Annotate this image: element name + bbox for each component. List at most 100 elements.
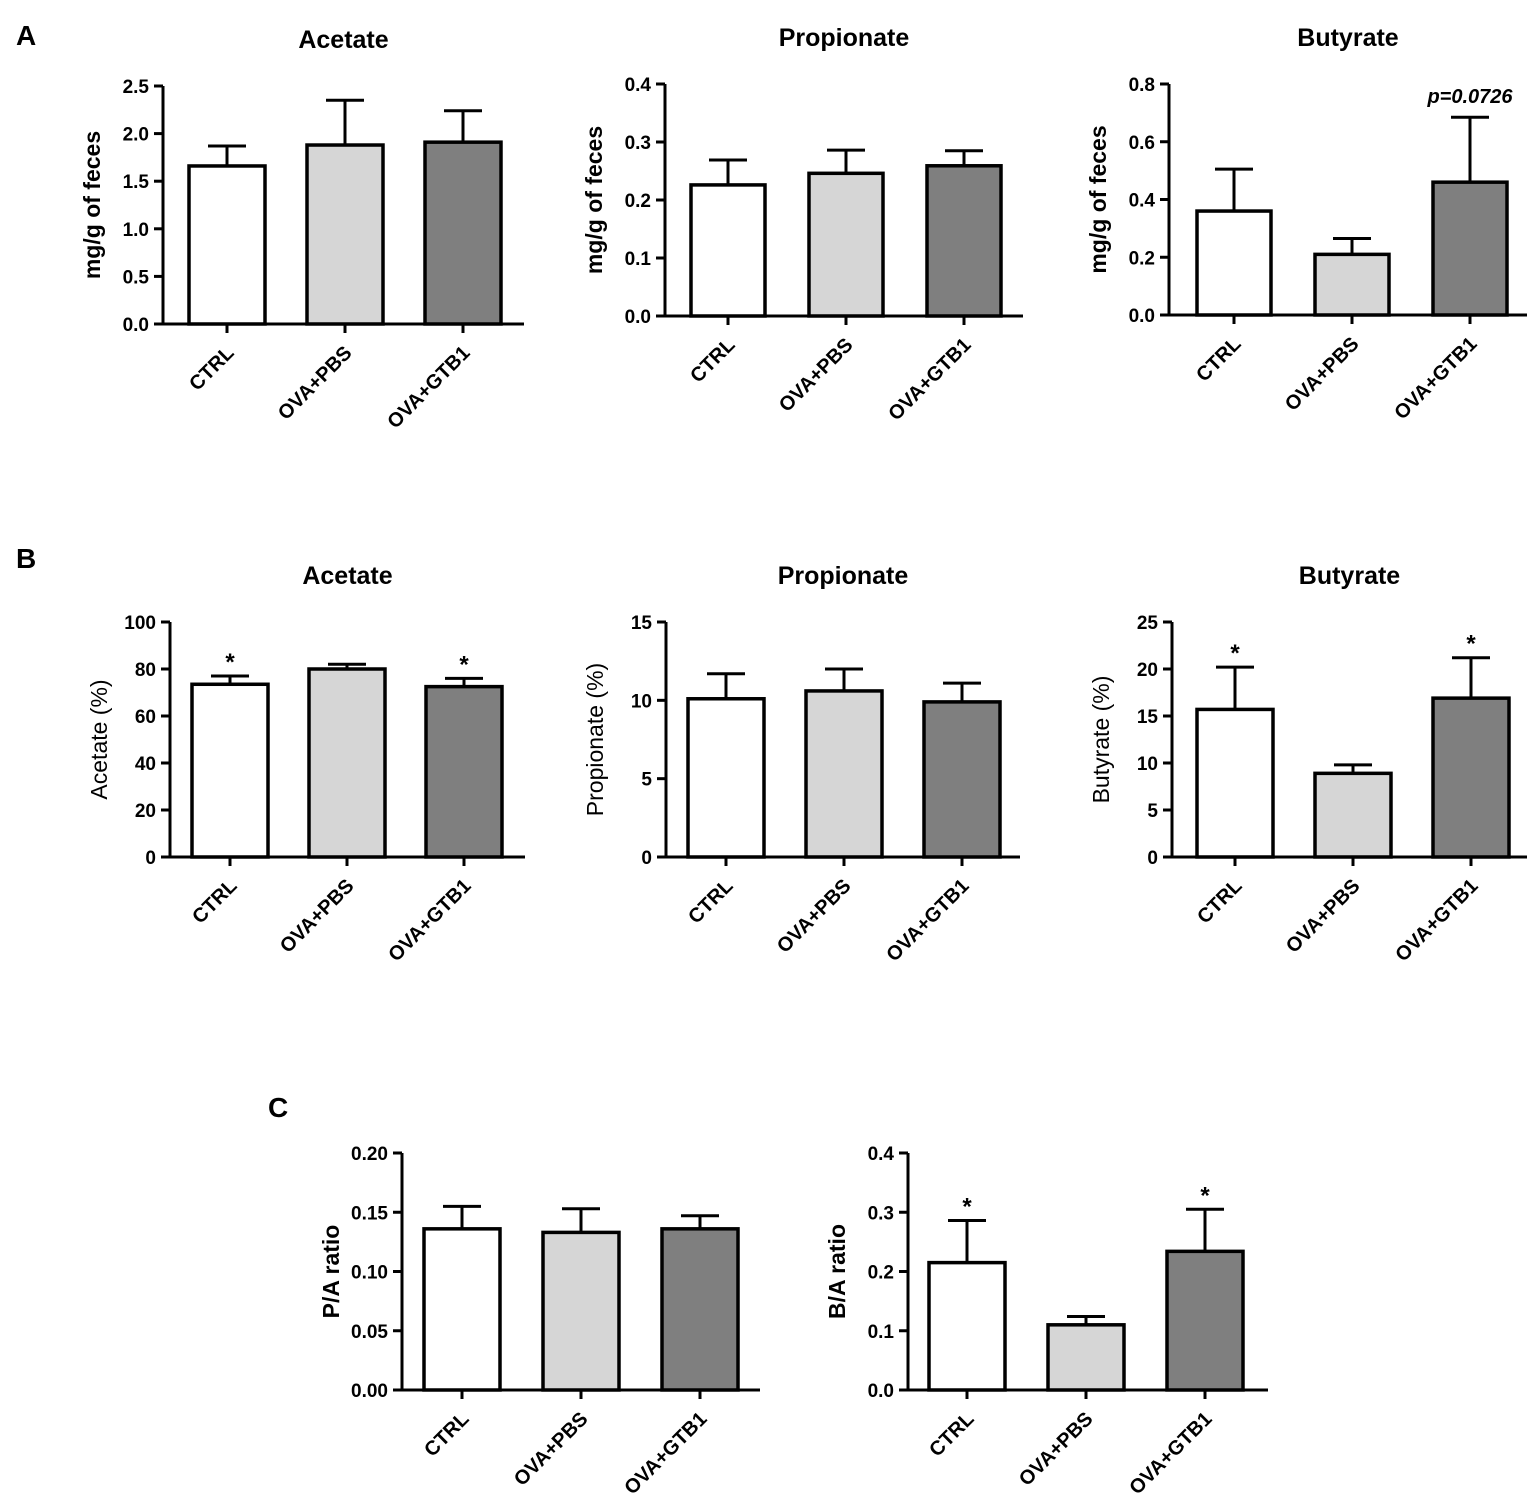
chart-title: Acetate (302, 562, 392, 590)
panel-label-a: A (16, 20, 37, 51)
x-tick-label: CTRL (188, 875, 241, 928)
bar-ova_gtb1 (922, 700, 1002, 859)
bar-ova_gtb1 (1431, 180, 1509, 317)
bar-ova_gtb1 (1165, 1249, 1245, 1392)
y-axis-label: Butyrate (%) (1088, 676, 1114, 804)
y-tick-label: 20 (135, 801, 156, 822)
bar-ova_pbs (804, 689, 884, 859)
x-tick-label: OVA+PBS (1282, 875, 1364, 957)
y-tick-label: 100 (124, 613, 156, 634)
x-tick-label: CTRL (1192, 333, 1245, 386)
significance-asterisk: * (225, 649, 235, 676)
x-tick-label: OVA+GTB1 (1391, 875, 1482, 966)
y-tick-label: 0 (145, 848, 156, 869)
y-tick-label: 10 (631, 691, 652, 712)
y-tick-label: 15 (631, 613, 653, 634)
y-axis-label: mg/g of feces (79, 131, 105, 279)
y-tick-label: 0.3 (868, 1203, 894, 1224)
bar-ctrl (686, 697, 766, 859)
x-tick-label: OVA+GTB1 (383, 342, 474, 433)
chart-a-2: Propionate 0.0 0.1 0.2 0.3 0.4 CTRL OVA+PBS OVA+… (581, 24, 1023, 425)
chart-c-8: * * 0.0 0.1 0.2 0.3 0.4 CTRL OVA+PBS OVA+GTB1 B/A … (824, 1144, 1268, 1499)
chart-title: Acetate (298, 26, 388, 54)
y-tick-label: 0 (641, 848, 652, 869)
y-tick-label: 2.5 (123, 77, 150, 98)
chart-b-6: Butyrate * * 0 5 10 15 20 25 CTRL OVA+PBS OVA+GTB1 B… (1088, 562, 1527, 966)
y-tick-label: 40 (135, 754, 156, 775)
bar-ova_gtb1 (660, 1227, 740, 1392)
p-value-annotation: p=0.0726 (1426, 86, 1513, 108)
x-tick-label: CTRL (925, 1408, 978, 1461)
y-tick-label: 0.00 (351, 1381, 388, 1402)
bar-ova_pbs (305, 143, 385, 326)
bar-ova_pbs (1046, 1323, 1126, 1392)
y-tick-label: 1.5 (123, 172, 150, 193)
y-tick-label: 0.15 (351, 1203, 388, 1224)
bar-ova_gtb1 (424, 684, 504, 859)
bar-ctrl (422, 1227, 502, 1392)
significance-asterisk: * (1466, 631, 1476, 658)
x-tick-label: OVA+GTB1 (1390, 333, 1481, 424)
x-tick-label: OVA+GTB1 (882, 875, 973, 966)
y-axis-label: mg/g of feces (581, 126, 607, 274)
y-tick-label: 0.4 (868, 1144, 895, 1165)
bar-ctrl (689, 183, 767, 318)
y-tick-label: 0.20 (351, 1144, 388, 1165)
y-axis-label: Acetate (%) (86, 679, 112, 799)
y-axis-label: Propionate (%) (582, 663, 608, 816)
x-tick-label: CTRL (1193, 875, 1246, 928)
y-tick-label: 1.0 (123, 220, 149, 241)
bar-ova_pbs (1313, 771, 1393, 859)
y-tick-label: 0.6 (1129, 133, 1155, 154)
x-tick-label: OVA+GTB1 (1125, 1408, 1216, 1499)
y-axis-label: mg/g of feces (1085, 125, 1111, 273)
y-tick-label: 0.2 (625, 191, 651, 212)
y-tick-label: 2.0 (123, 125, 149, 146)
chart-title: Butyrate (1299, 562, 1401, 590)
chart-b-5: Propionate 0 5 10 15 CTRL OVA+PBS OVA+GTB1 Propi… (582, 562, 1020, 966)
bar-ctrl (1195, 209, 1273, 317)
bar-ova_pbs (307, 667, 387, 859)
bar-ctrl (1195, 707, 1275, 859)
chart-title: Propionate (779, 24, 910, 52)
y-tick-label: 80 (135, 660, 156, 681)
chart-c-7: 0.00 0.05 0.10 0.15 0.20 CTRL OVA+PBS OVA+GTB1 P… (318, 1144, 760, 1499)
bar-ova_gtb1 (1431, 696, 1511, 859)
x-tick-label: OVA+PBS (276, 875, 358, 957)
y-tick-label: 0.4 (625, 75, 652, 96)
y-tick-label: 0.05 (351, 1322, 388, 1343)
y-tick-label: 25 (1137, 613, 1159, 634)
chart-b-4: Acetate * * 0 20 40 60 80 100 CTRL OVA+PBS OVA+GTB1… (86, 562, 525, 966)
y-tick-label: 0.10 (351, 1263, 388, 1284)
x-tick-label: CTRL (185, 342, 238, 395)
x-tick-label: OVA+GTB1 (884, 334, 975, 425)
y-tick-label: 15 (1137, 707, 1159, 728)
panel-label-c: C (268, 1092, 289, 1123)
x-tick-label: OVA+PBS (775, 334, 857, 416)
x-tick-label: CTRL (684, 875, 737, 928)
x-tick-label: CTRL (686, 334, 739, 387)
x-tick-label: OVA+PBS (1015, 1408, 1097, 1490)
y-tick-label: 0.2 (1129, 248, 1155, 269)
y-tick-label: 0.4 (1129, 191, 1156, 212)
y-tick-label: 0.1 (868, 1322, 895, 1343)
significance-asterisk: * (1200, 1182, 1210, 1209)
bar-ova_pbs (807, 171, 885, 318)
y-tick-label: 0.0 (868, 1381, 894, 1402)
bar-ova_pbs (541, 1230, 621, 1392)
x-tick-label: OVA+PBS (1281, 333, 1363, 415)
y-tick-label: 10 (1137, 754, 1158, 775)
y-tick-label: 0.8 (1129, 75, 1155, 96)
chart-title: Propionate (778, 562, 909, 590)
y-tick-label: 0 (1147, 848, 1158, 869)
x-tick-label: OVA+GTB1 (620, 1408, 711, 1499)
y-tick-label: 0.0 (123, 315, 149, 336)
y-tick-label: 0.0 (625, 307, 651, 328)
x-tick-label: OVA+PBS (510, 1408, 592, 1490)
significance-asterisk: * (459, 651, 469, 678)
panel-label-b: B (16, 543, 37, 574)
y-axis-label: P/A ratio (318, 1225, 344, 1319)
chart-a-3: Butyrate p=0.0726 0.0 0.2 0.4 0.6 0.8 CTRL OVA+P… (1085, 24, 1527, 424)
y-tick-label: 0.3 (625, 133, 651, 154)
